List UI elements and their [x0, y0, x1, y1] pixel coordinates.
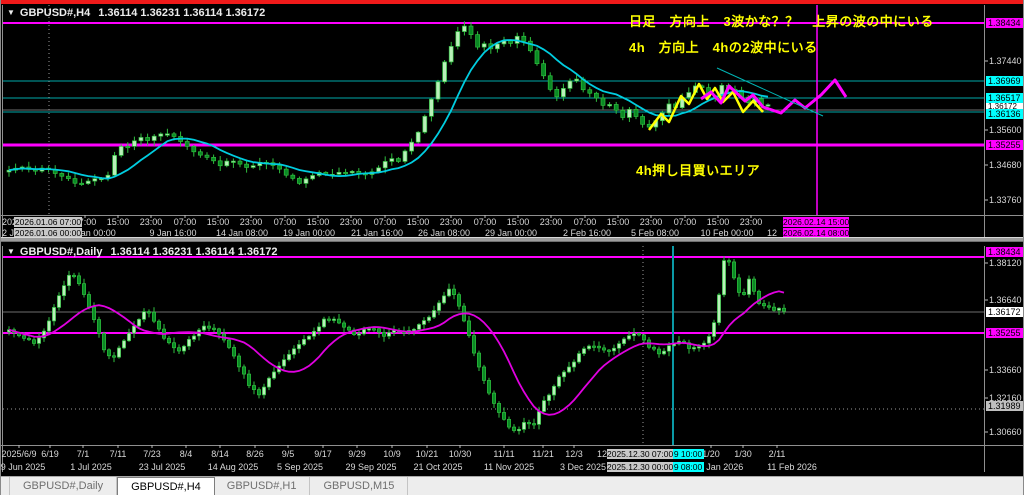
chart-window-splitter[interactable] [1, 237, 1023, 242]
h4-chart-moving-average-line [8, 39, 769, 180]
tab-gbpusd-h1[interactable]: GBPUSD#,H1 [214, 477, 311, 495]
active-chart-top-border [1, 0, 1023, 4]
chart-collapse-icon[interactable]: ▼ [7, 8, 15, 17]
h4-chart-zigzag-drawing-0[interactable] [648, 82, 764, 131]
h4-chart-zigzag-drawing-1[interactable] [700, 78, 848, 115]
tab-gbpusd-daily[interactable]: GBPUSD#,Daily [9, 477, 118, 495]
daily-ohlc-values: 1.36114 1.36231 1.36114 1.36172 [110, 246, 278, 258]
daily-chart-candlestick-series [7, 256, 786, 435]
tab-gbpusd-m15[interactable]: GBPUSD,M15 [310, 477, 409, 495]
h4-ohlc-values: 1.36114 1.36231 1.36114 1.36172 [98, 7, 266, 19]
h4-chart-plot[interactable] [3, 5, 984, 215]
daily-chart-title: ▼ GBPUSD#,Daily 1.36114 1.36231 1.36114 1.… [7, 246, 277, 258]
daily-symbol-label: GBPUSD#,Daily [19, 246, 103, 258]
daily-chart-moving-average-line [8, 290, 785, 416]
h4-chart-candlestick-series [6, 21, 771, 188]
chart-tab-bar: GBPUSD#,Daily GBPUSD#,H4 GBPUSD#,H1 GBPU… [1, 476, 1023, 495]
tab-gbpusd-h4[interactable]: GBPUSD#,H4 [117, 477, 215, 495]
chart-collapse-icon[interactable]: ▼ [7, 247, 15, 256]
h4-symbol-label: GBPUSD#,H4 [19, 7, 91, 19]
h4-chart-trendline[interactable] [716, 67, 824, 117]
h4-chart-title: ▼ GBPUSD#,H4 1.36114 1.36231 1.36114 1.361… [7, 7, 265, 19]
daily-chart-plot[interactable] [3, 246, 984, 445]
